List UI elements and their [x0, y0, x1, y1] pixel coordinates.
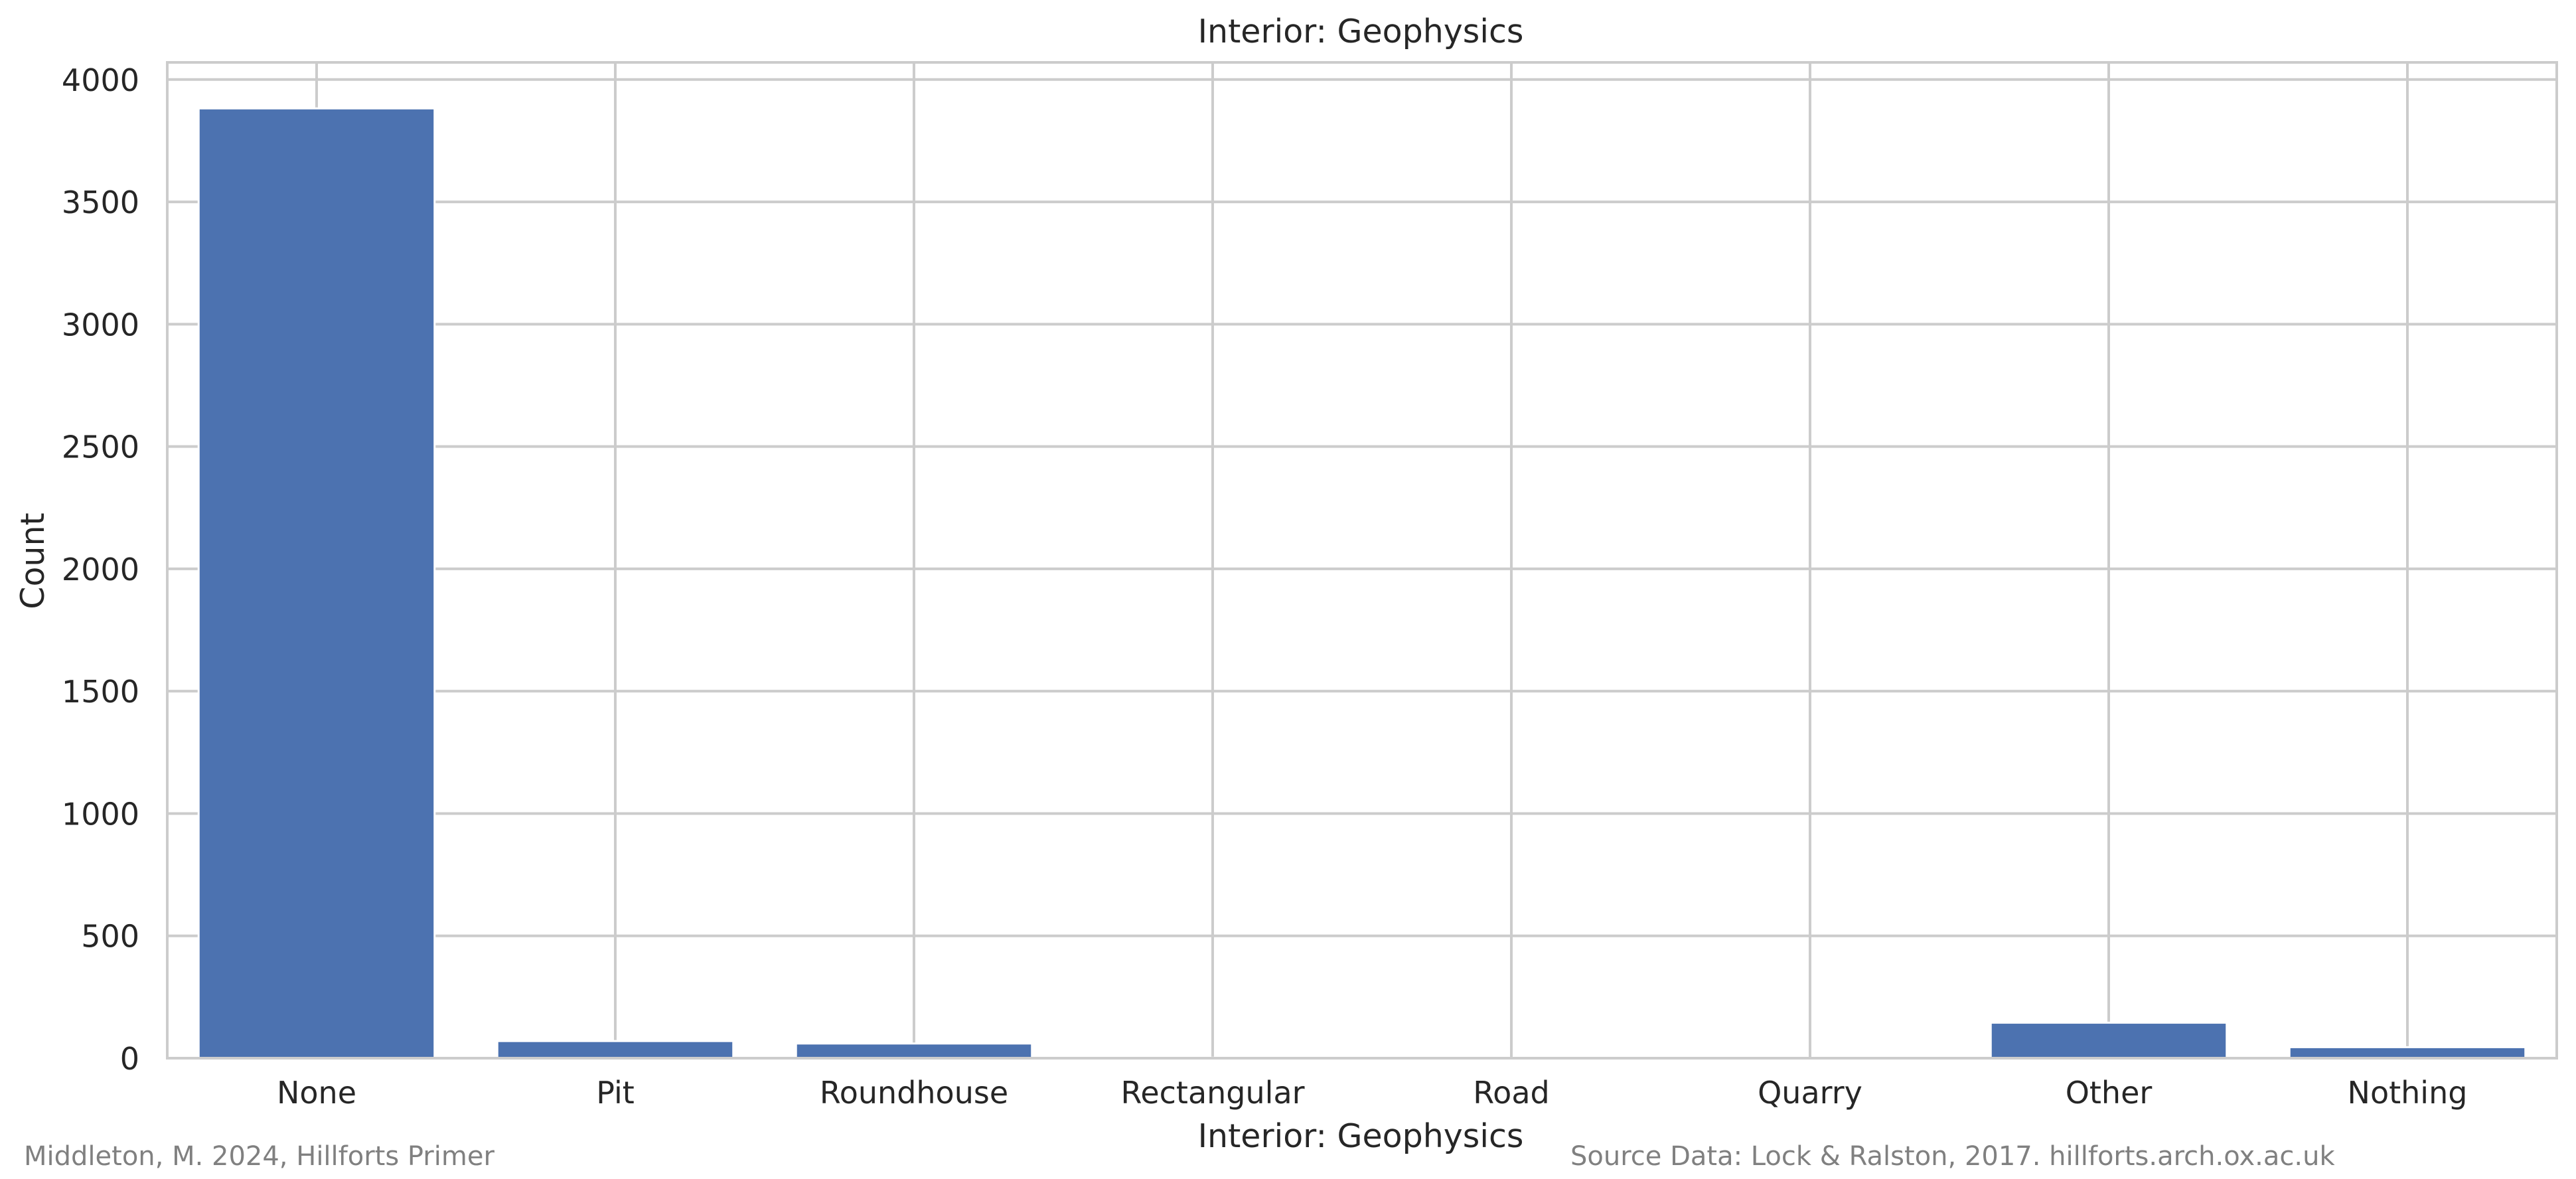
y-axis-label: Count	[14, 512, 52, 609]
x-tick-label: Road	[1473, 1075, 1549, 1111]
credit-left: Middleton, M. 2024, Hillforts Primer	[24, 1141, 494, 1172]
bar-none	[198, 108, 435, 1058]
y-tick-label: 0	[120, 1041, 139, 1077]
y-tick-label: 2500	[62, 430, 139, 465]
x-tick-label: Nothing	[2348, 1075, 2468, 1111]
x-tick-label: Roundhouse	[820, 1075, 1008, 1111]
grid	[167, 62, 2557, 1058]
plot-frame	[167, 62, 2557, 1058]
y-tick-labels: 0 500 1000 1500 2000 2500 3000 3500 4000	[62, 62, 139, 1077]
x-axis-label: Interior: Geophysics	[1198, 1117, 1524, 1155]
x-tick-label: None	[277, 1075, 356, 1111]
y-tick-label: 3000	[62, 307, 139, 343]
y-tick-label: 1500	[62, 674, 139, 710]
x-tick-label: Pit	[596, 1075, 635, 1111]
x-tick-label: Other	[2066, 1075, 2153, 1111]
y-tick-label: 4000	[62, 62, 139, 98]
x-tick-label: Rectangular	[1120, 1075, 1304, 1111]
x-tick-labels: None Pit Roundhouse Rectangular Road Quarry Ot…	[277, 1075, 2467, 1111]
y-tick-label: 1000	[62, 796, 139, 832]
bar-other	[1991, 1023, 2227, 1058]
credit-right: Source Data: Lock & Ralston, 2017. hillf…	[1570, 1141, 2335, 1172]
y-tick-label: 2000	[62, 552, 139, 588]
bar-roundhouse	[796, 1044, 1032, 1058]
bar-nothing	[2289, 1047, 2526, 1058]
y-tick-label: 3500	[62, 185, 139, 220]
chart-title: Interior: Geophysics	[1198, 13, 1524, 50]
bar-pit	[497, 1041, 733, 1058]
y-tick-label: 500	[81, 919, 139, 955]
bars	[198, 108, 2526, 1058]
x-tick-label: Quarry	[1758, 1075, 1862, 1111]
